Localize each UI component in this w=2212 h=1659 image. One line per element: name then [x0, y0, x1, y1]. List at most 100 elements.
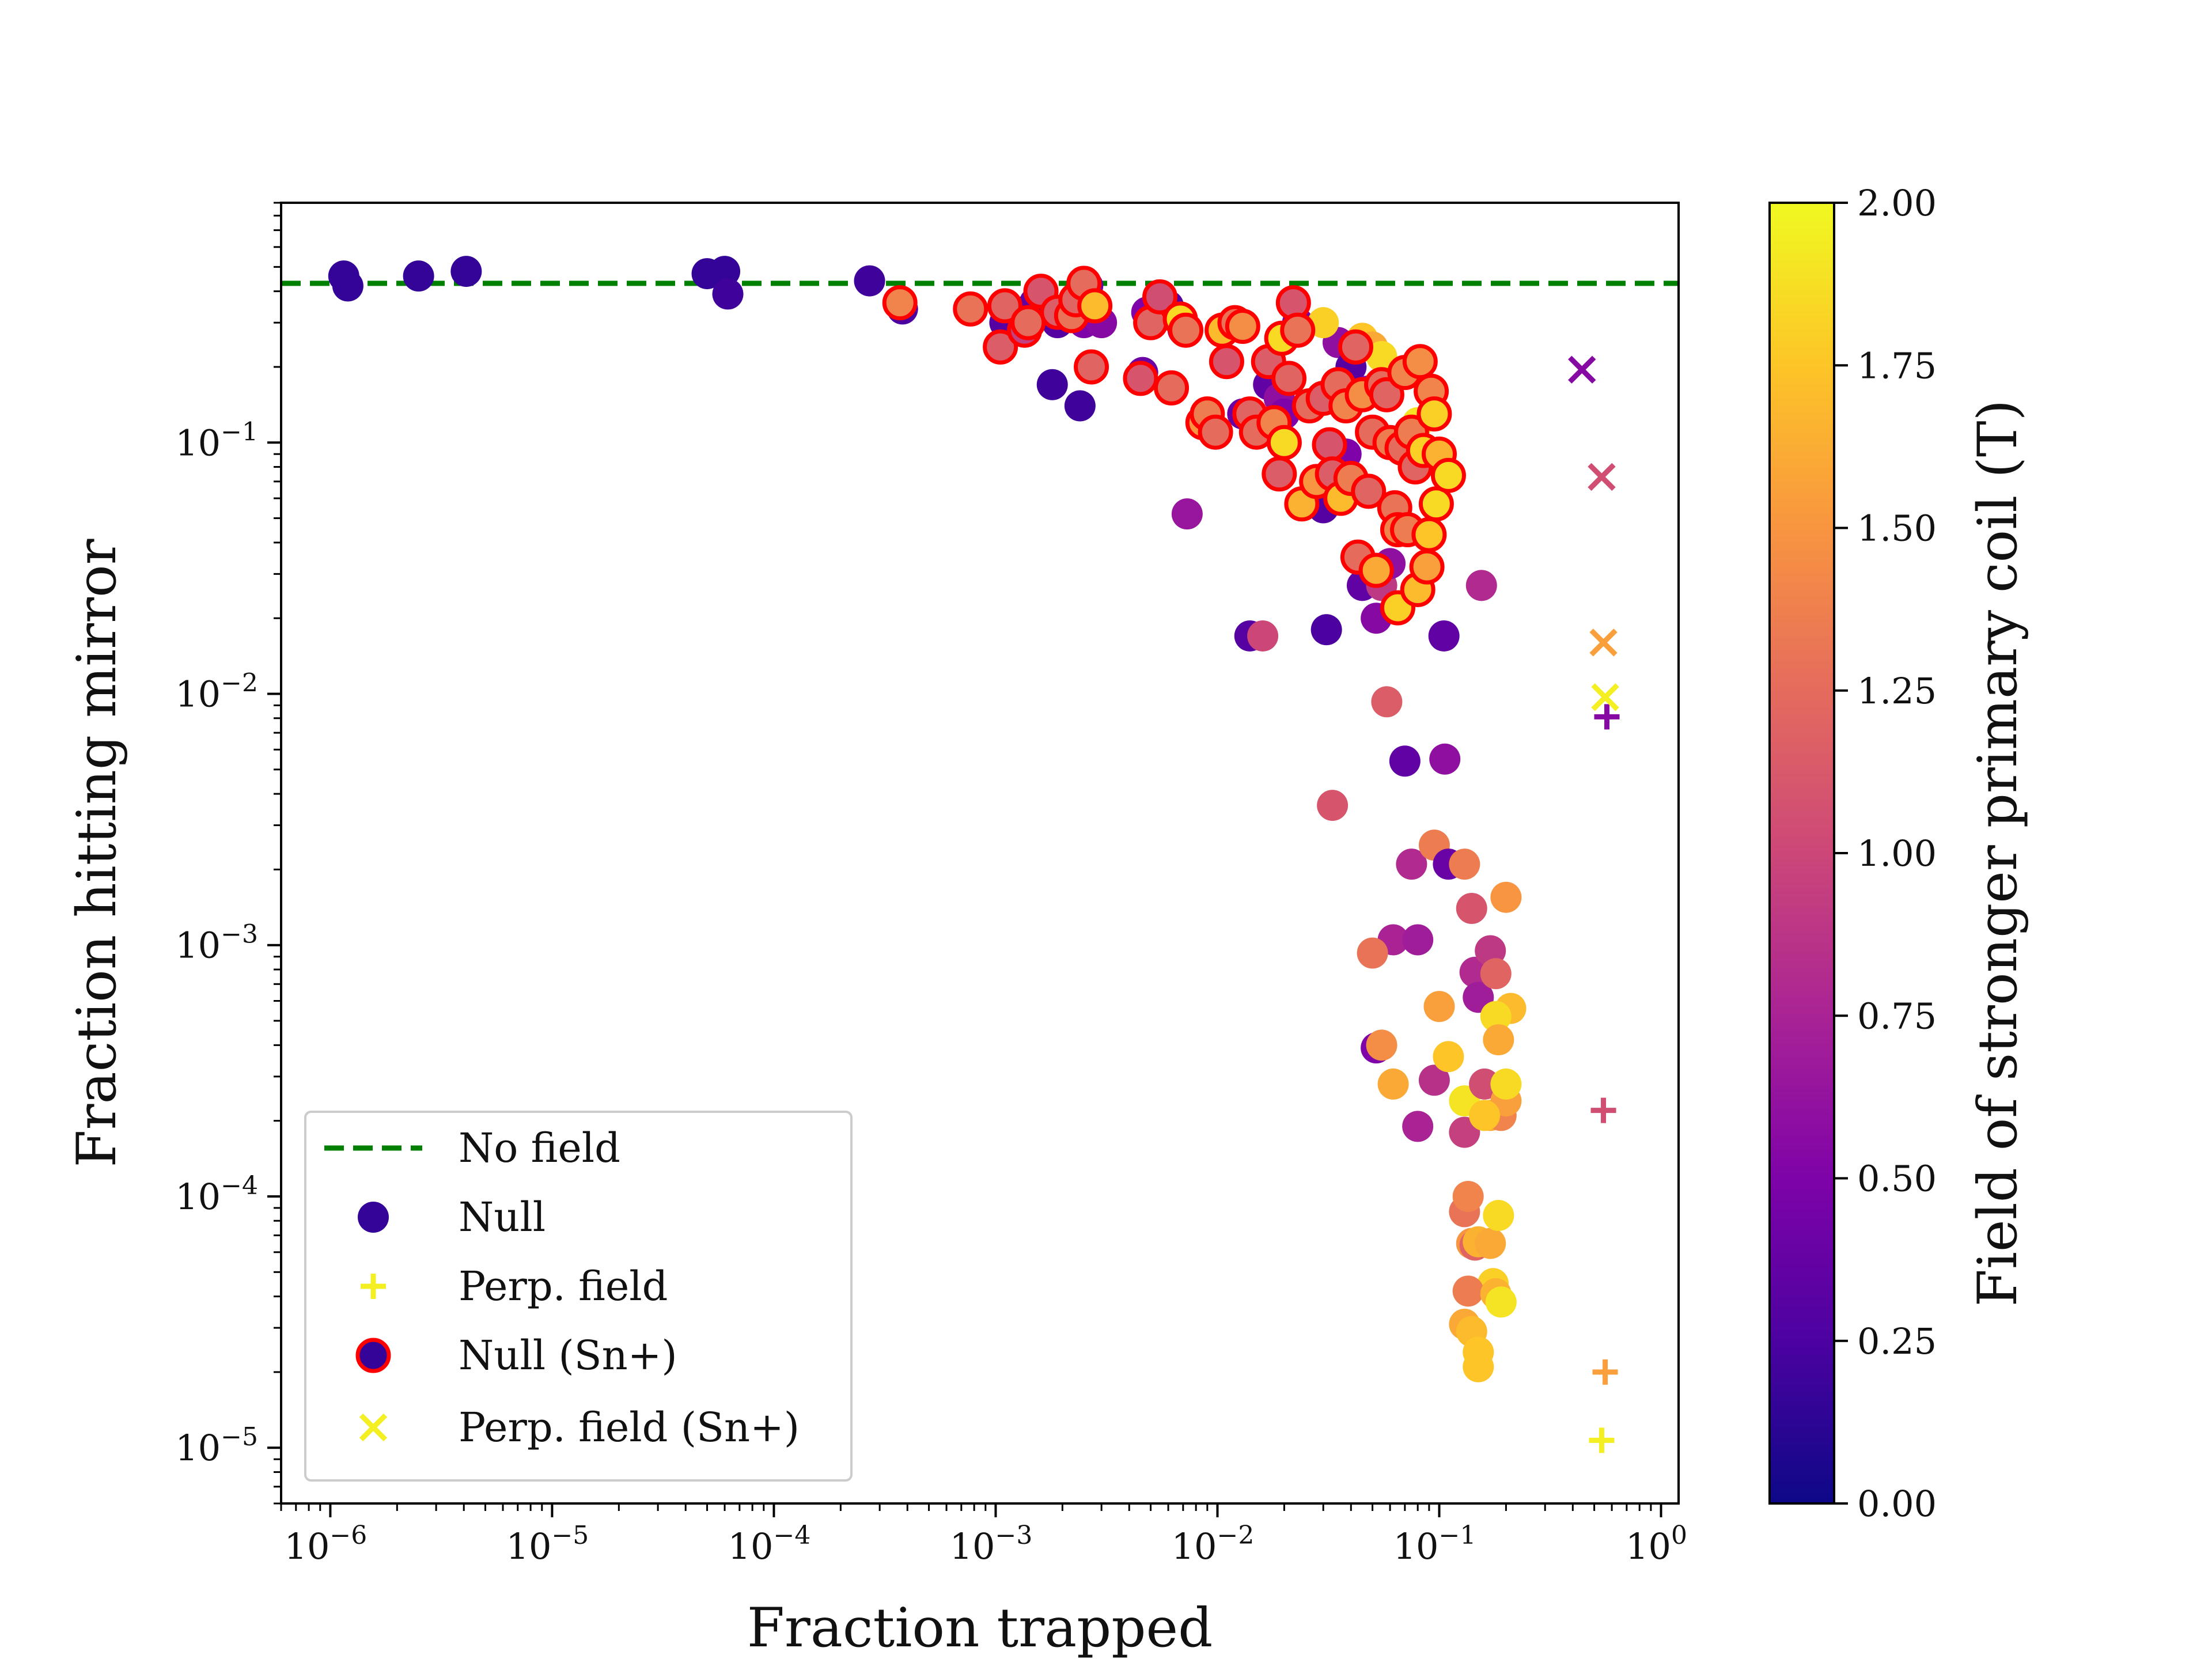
legend-symbol-perp-field — [361, 1274, 386, 1299]
data-point-null — [1429, 743, 1461, 775]
x-tick-label: 10−1 — [1393, 1521, 1476, 1567]
y-tick-label: 10−1 — [175, 417, 258, 464]
data-point-null-sn — [1123, 361, 1158, 396]
legend-symbol-null — [358, 1202, 389, 1233]
data-point-null-sn — [1142, 279, 1178, 315]
legend-box — [304, 1111, 853, 1482]
colorbar-tick-label: 0.75 — [1857, 995, 1937, 1037]
data-point-null — [1357, 937, 1388, 969]
data-point-null — [1402, 924, 1434, 956]
data-point-null — [1469, 1068, 1501, 1100]
data-point-null-sn — [1358, 552, 1394, 588]
y-tick-label: 10−2 — [175, 669, 258, 715]
data-point-null — [332, 270, 363, 302]
data-point-null-sn — [1266, 425, 1302, 460]
data-point-null — [1490, 1068, 1522, 1100]
data-point-null-sn — [1369, 377, 1404, 412]
data-point-null-sn — [882, 285, 918, 321]
data-point-null — [1485, 1286, 1517, 1318]
data-point-null — [1428, 620, 1460, 652]
data-point-null-sn — [1209, 344, 1244, 380]
data-point-perp-field — [1592, 1359, 1618, 1385]
data-point-null-sn — [1416, 396, 1452, 432]
data-point-null — [450, 256, 482, 287]
x-tick-label: 10−5 — [506, 1521, 589, 1567]
data-point-null — [1064, 390, 1096, 422]
colorbar-tick-label: 1.75 — [1857, 344, 1937, 387]
x-axis-ticks: 10−6 10−5 10−4 10−3 10−2 10−1 100 — [280, 1503, 1687, 1567]
plot-frame — [280, 202, 1680, 1505]
legend-label-no-field: No field — [459, 1124, 620, 1172]
legend-symbol-perp-field-sn — [359, 1413, 388, 1442]
x-tick-label: 10−3 — [950, 1521, 1033, 1567]
legend-label-null: Null — [459, 1194, 546, 1241]
data-point-null — [1469, 1100, 1501, 1131]
data-point-null — [1463, 1351, 1494, 1382]
data-point-null — [1449, 849, 1480, 880]
data-point-null — [709, 256, 741, 287]
data-point-null — [1452, 1275, 1484, 1307]
colorbar-tick-label: 0.25 — [1857, 1320, 1937, 1362]
data-point-null-sn — [1271, 361, 1307, 396]
data-point-null — [1465, 570, 1497, 601]
data-point-null — [1418, 1065, 1450, 1096]
data-point-null-sn — [1409, 549, 1445, 585]
data-point-null-sn — [1411, 517, 1447, 552]
data-point-null-sn — [1168, 312, 1204, 348]
data-point-null-sn — [1074, 349, 1109, 385]
data-point-perp-field — [1590, 1097, 1616, 1123]
colorbar-tick-label: 1.25 — [1857, 670, 1937, 712]
data-point-null — [1377, 1068, 1409, 1100]
y-tick-label: 10−5 — [175, 1422, 258, 1469]
y-axis-ticks: 10−5 10−4 10−3 10−2 10−1 — [175, 202, 281, 1505]
data-point-null — [1389, 745, 1421, 777]
data-point-perp-field-sn — [1591, 683, 1619, 711]
legend-label-null-sn: Null (Sn+) — [459, 1332, 677, 1379]
data-point-null — [1317, 790, 1349, 821]
legend-symbol-null-sn — [355, 1338, 391, 1373]
data-point-null — [1480, 1001, 1512, 1032]
data-point-null — [1036, 369, 1068, 400]
colorbar-tick-label: 0.50 — [1857, 1158, 1937, 1200]
data-point-null — [1433, 1041, 1464, 1073]
data-point-perp-field-sn — [1568, 355, 1596, 384]
y-tick-label: 10−4 — [175, 1171, 258, 1218]
data-point-perp-field-sn — [1589, 628, 1618, 657]
data-point-perp-field — [1589, 1427, 1615, 1453]
y-axis-title: Fraction hitting mirror — [66, 539, 128, 1167]
data-point-null — [1483, 1200, 1514, 1232]
legend-label-perp-field: Perp. field — [459, 1263, 668, 1310]
data-point-null-sn — [1077, 288, 1113, 324]
colorbar-tick-label: 1.50 — [1857, 507, 1937, 550]
data-point-null-sn — [1402, 344, 1438, 380]
legend-label-perp-field-sn: Perp. field (Sn+) — [459, 1404, 800, 1451]
colorbar-title: Field of stronger primary coil (T) — [1967, 400, 2029, 1307]
data-point-null-sn — [1338, 329, 1373, 365]
data-point-null-sn — [953, 291, 988, 327]
data-point-null-sn — [1262, 456, 1297, 492]
legend: No field Null Perp. field Null (Sn+) Perp. f… — [304, 1111, 853, 1482]
colorbar-gradient — [1768, 202, 1835, 1505]
x-tick-label: 10−6 — [285, 1521, 368, 1567]
data-point-null-sn — [983, 329, 1018, 365]
data-point-null — [403, 260, 434, 292]
data-point-null-sn — [1280, 312, 1316, 348]
data-point-null-sn — [987, 288, 1022, 324]
data-point-null — [1490, 881, 1522, 913]
data-point-null-sn — [1198, 414, 1233, 450]
data-point-null — [1483, 1024, 1514, 1056]
data-point-null — [1402, 1111, 1434, 1142]
x-tick-label: 100 — [1626, 1521, 1687, 1567]
colorbar: 0.00 0.25 0.50 0.75 1.00 1.25 1.50 1.75 2.00 — [1768, 182, 1937, 1525]
data-point-null — [712, 278, 744, 310]
data-point-null — [1452, 1180, 1484, 1212]
data-point-null — [1423, 991, 1455, 1022]
data-point-null — [1247, 620, 1279, 652]
data-point-null-sn — [1351, 474, 1387, 509]
data-point-null-sn — [1010, 305, 1046, 340]
data-point-null — [1171, 498, 1203, 530]
data-point-null-sn — [1225, 309, 1260, 344]
y-tick-label: 10−3 — [175, 920, 258, 967]
data-point-null-sn — [1418, 486, 1454, 522]
